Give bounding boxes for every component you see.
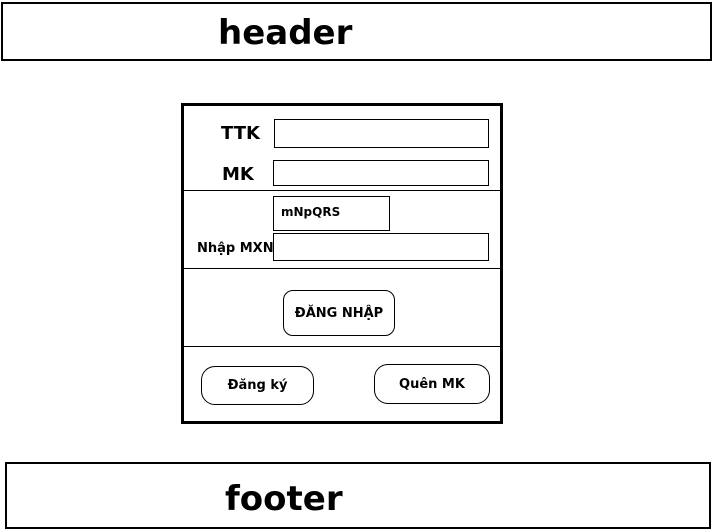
login-button[interactable]: ĐĂNG NHẬP [283,290,395,336]
divider [184,268,500,269]
forgot-password-button[interactable]: Quên MK [374,364,490,404]
captcha-label: Nhập MXN [197,241,274,256]
register-button[interactable]: Đăng ký [201,366,314,405]
page-footer: footer [5,462,711,529]
password-label: MK [222,164,254,185]
header-title: header [218,13,353,53]
captcha-code: mNpQRS [273,196,390,231]
page-header: header [1,2,712,61]
username-label: TTK [221,123,260,144]
footer-title: footer [225,479,343,519]
divider [184,346,500,347]
captcha-input[interactable] [273,233,489,261]
login-form: TTK MK mNpQRS Nhập MXN ĐĂNG NHẬP Đăng ký… [181,103,503,424]
divider [184,190,500,191]
username-input[interactable] [274,119,489,148]
password-input[interactable] [273,160,489,186]
